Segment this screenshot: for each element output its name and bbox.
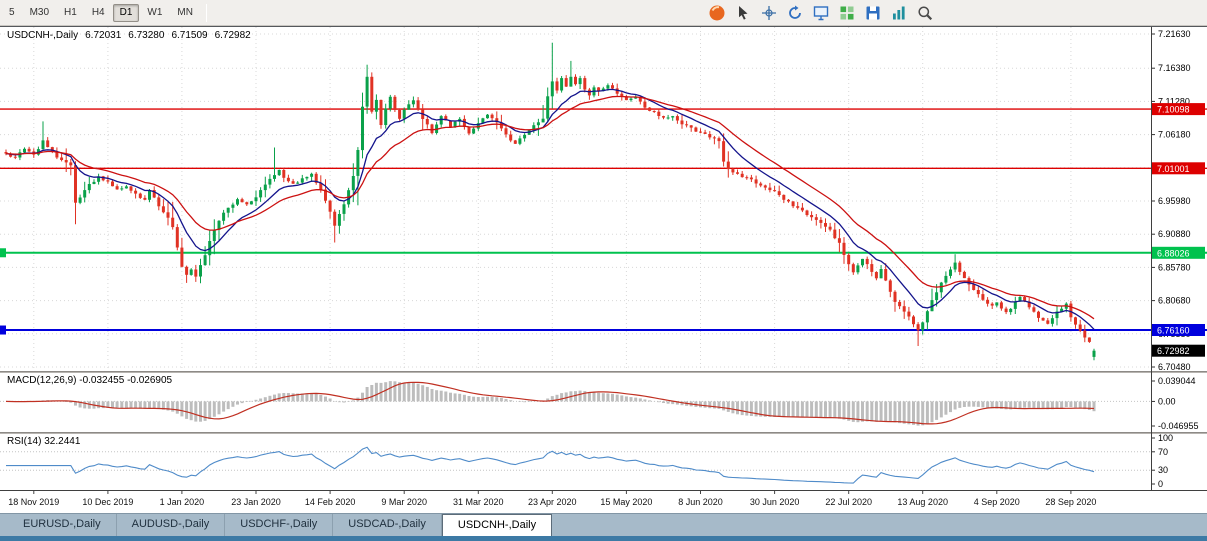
svg-text:6.95980: 6.95980 <box>1158 196 1191 206</box>
price-chart-canvas[interactable]: 7.216307.163807.112807.061807.010806.959… <box>0 27 1207 371</box>
level-price-label <box>1152 324 1205 336</box>
svg-text:100: 100 <box>1158 434 1173 443</box>
svg-text:7.10098: 7.10098 <box>1157 105 1190 115</box>
tab-usdcad-daily[interactable]: USDCAD-,Daily <box>333 514 442 536</box>
svg-text:6.85780: 6.85780 <box>1158 262 1191 272</box>
refresh-icon[interactable] <box>784 2 806 23</box>
level-left-marker <box>0 248 6 258</box>
svg-text:9 Mar 2020: 9 Mar 2020 <box>381 497 427 507</box>
timeframe-button-w1[interactable]: W1 <box>147 6 163 18</box>
macd-histogram <box>9 381 1096 426</box>
save-icon[interactable] <box>862 2 884 23</box>
cursor-icon[interactable] <box>732 2 754 23</box>
svg-text:22 Jul 2020: 22 Jul 2020 <box>825 497 872 507</box>
toolbar-separator <box>205 3 207 22</box>
high-value: 6.73280 <box>128 30 165 41</box>
timeframe-toolbar: 5 M30 H1 H4 D1 W1 MN <box>0 0 1207 26</box>
rsi-panel[interactable]: 100 70 30 0 RSI(14) 32.2441 <box>0 434 1207 490</box>
tab-usdcnh-daily[interactable]: USDCNH-,Daily <box>441 514 553 536</box>
svg-text:30: 30 <box>1158 465 1168 475</box>
macd-indicator-label: MACD(12,26,9) -0.032455 -0.026905 <box>7 375 173 386</box>
moving-average-line <box>5 95 1095 320</box>
svg-text:7.16380: 7.16380 <box>1158 63 1191 73</box>
level-price-label <box>1152 103 1205 116</box>
tab-eurusd-daily[interactable]: EURUSD-,Daily <box>8 514 117 536</box>
svg-text:4 Sep 2020: 4 Sep 2020 <box>974 497 1020 507</box>
low-value: 6.71509 <box>171 30 208 41</box>
new-chart-icon[interactable] <box>810 2 832 23</box>
timeframe-button-h4[interactable]: H4 <box>91 6 105 18</box>
svg-text:6.70480: 6.70480 <box>1158 362 1191 371</box>
rsi-indicator-label: RSI(14) 32.2441 <box>7 436 81 447</box>
svg-text:6.76160: 6.76160 <box>1157 326 1190 336</box>
toolbar-icon-group <box>706 2 936 23</box>
svg-text:14 Feb 2020: 14 Feb 2020 <box>305 497 356 507</box>
svg-text:0.039044: 0.039044 <box>1158 376 1196 386</box>
price-chart-panel[interactable]: 7.216307.163807.112807.061807.010806.959… <box>0 27 1207 371</box>
svg-text:6.90880: 6.90880 <box>1158 229 1191 239</box>
chart-info-line: USDCNH-,Daily 6.72031 6.73280 6.71509 6.… <box>7 30 251 41</box>
open-value: 6.72031 <box>85 30 122 41</box>
macd-panel[interactable]: 0.039044 0.00 -0.046955 MACD(12,26,9) -0.0… <box>0 373 1207 432</box>
timeframe-button-mn[interactable]: MN <box>177 6 193 18</box>
svg-text:15 May 2020: 15 May 2020 <box>600 497 652 507</box>
svg-text:6.80680: 6.80680 <box>1158 296 1191 306</box>
svg-text:23 Jan 2020: 23 Jan 2020 <box>231 497 281 507</box>
close-value: 6.72982 <box>214 30 251 41</box>
svg-text:7.21630: 7.21630 <box>1158 29 1191 39</box>
zoom-in-icon[interactable] <box>914 2 936 23</box>
panel-resize-handle[interactable] <box>0 371 1207 373</box>
timeframe-button-h1[interactable]: H1 <box>64 6 77 18</box>
svg-text:0: 0 <box>1158 479 1163 489</box>
svg-text:23 Apr 2020: 23 Apr 2020 <box>528 497 577 507</box>
timeframe-button-m30[interactable]: M30 <box>29 6 50 18</box>
svg-text:30 Jun 2020: 30 Jun 2020 <box>750 497 800 507</box>
chart-tabbar: EURUSD-,Daily AUDUSD-,Daily USDCHF-,Daily U… <box>0 513 1207 536</box>
tab-audusd-daily[interactable]: AUDUSD-,Daily <box>117 514 226 536</box>
svg-text:28 Sep 2020: 28 Sep 2020 <box>1045 497 1096 507</box>
symbol-timeframe-label: USDCNH-,Daily <box>7 30 79 41</box>
bottom-strip <box>0 536 1207 541</box>
svg-text:7.06180: 7.06180 <box>1158 130 1191 140</box>
date-axis: 18 Nov 2019 10 Dec 2019 1 Jan 2020 23 Jan 2… <box>0 490 1207 513</box>
rsi-canvas[interactable]: 100 70 30 0 <box>0 434 1207 490</box>
level-price-label <box>1152 162 1205 175</box>
browser-icon[interactable] <box>706 2 728 23</box>
svg-text:7.11280: 7.11280 <box>1158 96 1190 106</box>
current-price-label <box>1152 344 1205 357</box>
svg-text:8 Jun 2020: 8 Jun 2020 <box>678 497 723 507</box>
svg-text:31 Mar 2020: 31 Mar 2020 <box>453 497 504 507</box>
level-price-label <box>1152 246 1205 259</box>
svg-text:-0.046955: -0.046955 <box>1158 421 1199 431</box>
macd-canvas[interactable]: 0.039044 0.00 -0.046955 <box>0 373 1207 432</box>
timeframe-button-5[interactable]: 5 <box>9 6 15 18</box>
date-axis-canvas: 18 Nov 2019 10 Dec 2019 1 Jan 2020 23 Jan 2… <box>8 491 1096 507</box>
chart-bars-icon[interactable] <box>888 2 910 23</box>
svg-text:10 Dec 2019: 10 Dec 2019 <box>82 497 133 507</box>
svg-text:6.88026: 6.88026 <box>1157 248 1190 258</box>
rsi-line <box>6 446 1095 484</box>
svg-text:13 Aug 2020: 13 Aug 2020 <box>897 497 948 507</box>
svg-text:70: 70 <box>1158 447 1168 457</box>
tile-windows-icon[interactable] <box>836 2 858 23</box>
moving-average-line <box>5 88 1095 330</box>
crosshair-icon[interactable] <box>758 2 780 23</box>
timeframe-button-d1[interactable]: D1 <box>112 3 140 22</box>
price-axis-separator <box>1151 27 1152 490</box>
level-left-marker <box>0 325 6 335</box>
chart-area: 7.216307.163807.112807.061807.010806.959… <box>0 26 1207 513</box>
svg-text:6.72982: 6.72982 <box>1157 346 1190 356</box>
svg-text:18 Nov 2019: 18 Nov 2019 <box>8 497 59 507</box>
panel-resize-handle[interactable] <box>0 432 1207 434</box>
svg-text:7.01001: 7.01001 <box>1157 164 1190 174</box>
svg-text:1 Jan 2020: 1 Jan 2020 <box>160 497 205 507</box>
macd-signal-line <box>5 381 1095 425</box>
tab-usdchf-daily[interactable]: USDCHF-,Daily <box>225 514 334 536</box>
svg-text:0.00: 0.00 <box>1158 396 1176 406</box>
timeframe-button-group: 5 M30 H1 H4 D1 W1 MN <box>0 3 200 22</box>
